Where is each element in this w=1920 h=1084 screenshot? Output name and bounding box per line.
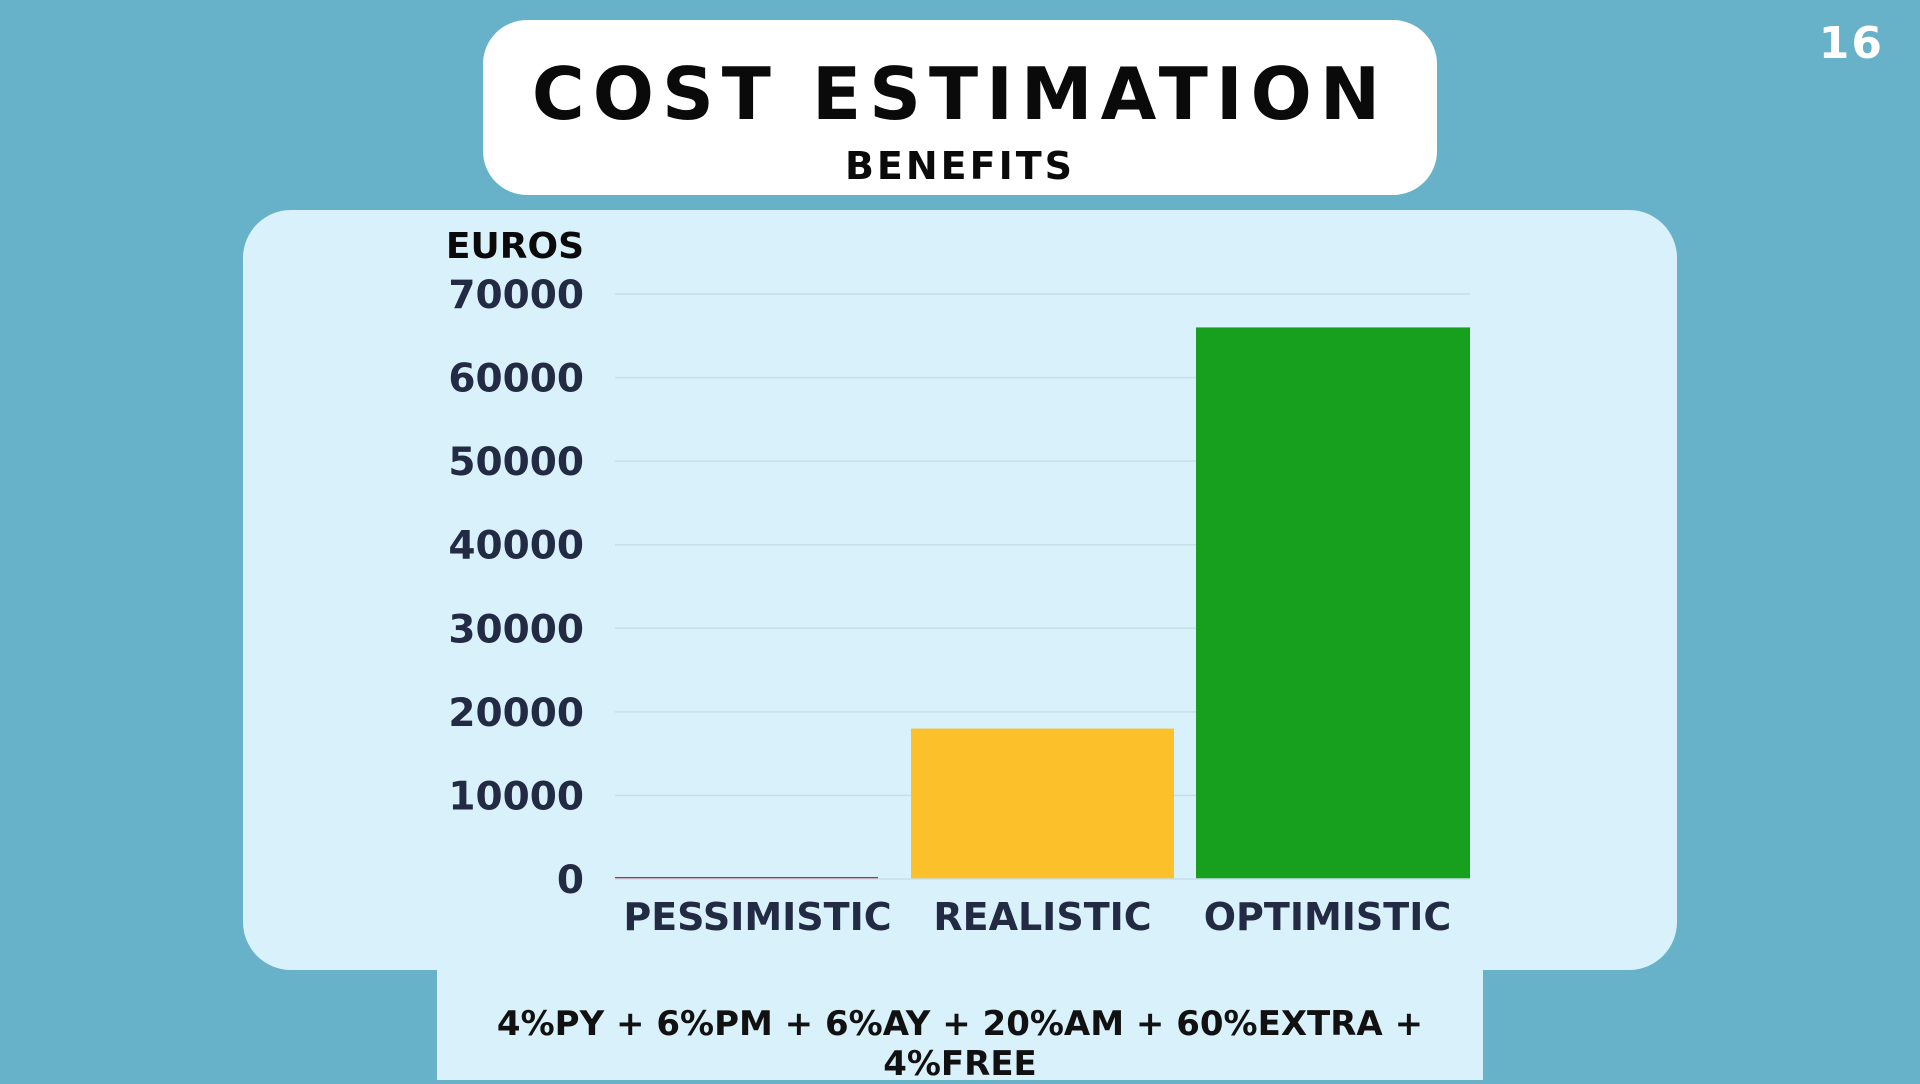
formula-text: 4%PY + 6%PM + 6%AY + 20%AM + 60%EXTRA + …	[496, 1004, 1424, 1084]
page-number: 16	[1818, 18, 1884, 69]
formula-panel: 4%PY + 6%PM + 6%AY + 20%AM + 60%EXTRA + …	[437, 970, 1483, 1084]
y-axis-label: EUROS	[446, 226, 584, 267]
category-label: REALISTIC	[933, 895, 1151, 939]
page-subtitle: BENEFITS	[844, 144, 1076, 188]
y-tick-label: 20000	[448, 691, 584, 736]
labels: 0 10000 20000 30000 40000 50000 60000 70000 EURO…	[446, 226, 1451, 939]
y-tick-label: 40000	[448, 524, 584, 569]
y-tick-label: 60000	[448, 357, 584, 402]
y-tick-label: 70000	[448, 273, 584, 318]
category-label: OPTIMISTIC	[1204, 895, 1451, 939]
y-tick-label: 30000	[448, 607, 584, 652]
title-card: COST ESTIMATION BENEFITS	[483, 20, 1437, 195]
bar-optimistic	[1196, 327, 1470, 879]
category-label: PESSIMISTIC	[623, 895, 891, 939]
y-tick-label: 50000	[448, 440, 584, 485]
bars	[615, 327, 1470, 879]
bar-pessimistic	[615, 877, 878, 879]
y-tick-label: 10000	[448, 774, 584, 819]
bar-realistic	[911, 728, 1174, 879]
y-tick-label: 0	[557, 858, 584, 903]
page-title: COST ESTIMATION	[531, 52, 1389, 136]
